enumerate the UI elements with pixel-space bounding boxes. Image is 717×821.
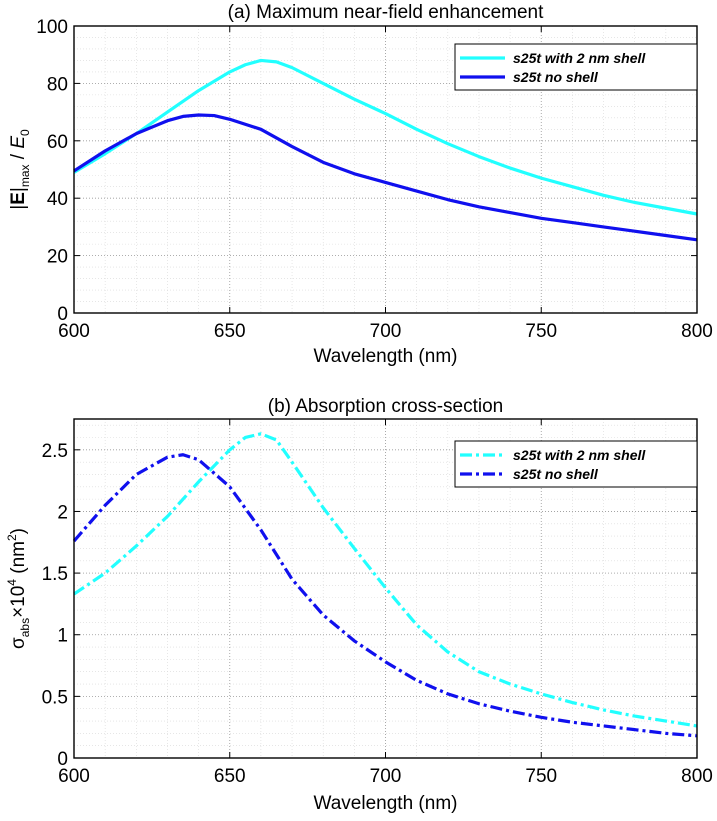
y-tick-label: 2 [57,502,68,523]
y-tick-label: 1 [57,626,68,647]
series-line-with-shell [73,432,698,728]
y-tick-label: 1.5 [42,564,68,585]
x-tick-label: 700 [370,766,402,787]
y-tick-label: 100 [36,17,68,38]
chart-panel-b: 600 650 700 750 800 0 0.5 1 1.5 2 2.5 (b) Absorptio… [5,396,713,814]
x-tick-label: 650 [214,321,246,342]
legend-label: s25t with 2 nm shell [513,50,646,66]
y-tick-label: 0 [57,749,68,770]
x-tick-label: 600 [58,321,90,342]
y-tick-label: 40 [47,189,68,210]
legend-label: s25t with 2 nm shell [513,447,646,463]
y-tick-label: 80 [47,74,68,95]
x-axis-label: Wavelength (nm) [314,793,458,814]
legend-label: s25t no shell [513,69,599,85]
x-axis-label: Wavelength (nm) [314,346,458,367]
legend-box [454,43,698,91]
series-line-with-shell [73,58,698,216]
chart-panel-a: 600 650 700 750 800 0 20 40 60 80 100 (a) Maximum n… [8,2,713,367]
legend-box [454,440,698,488]
y-tick-label: 60 [47,132,68,153]
y-tick-label: 2.5 [42,441,68,462]
y-axis-label: |E|max / E0 [8,129,32,210]
series-line-no-shell [73,113,698,242]
x-tick-label: 650 [214,766,246,787]
x-tick-label: 800 [681,321,713,342]
x-tick-label: 800 [681,766,713,787]
chart-title: (a) Maximum near-field enhancement [228,2,544,23]
y-tick-label: 20 [47,247,68,268]
legend-label: s25t no shell [513,466,599,482]
x-tick-label: 600 [58,766,90,787]
x-tick-label: 750 [525,321,557,342]
legend: s25t with 2 nm shell s25t no shell [454,440,698,488]
y-axis-label: σabs×104 (nm2) [5,528,32,649]
x-tick-label: 700 [370,321,402,342]
legend: s25t with 2 nm shell s25t no shell [454,43,698,91]
series-line-no-shell [72,453,698,738]
y-tick-label: 0 [57,304,68,325]
chart-title: (b) Absorption cross-section [268,396,504,417]
y-tick-label: 0.5 [42,687,68,708]
x-tick-label: 750 [525,766,557,787]
